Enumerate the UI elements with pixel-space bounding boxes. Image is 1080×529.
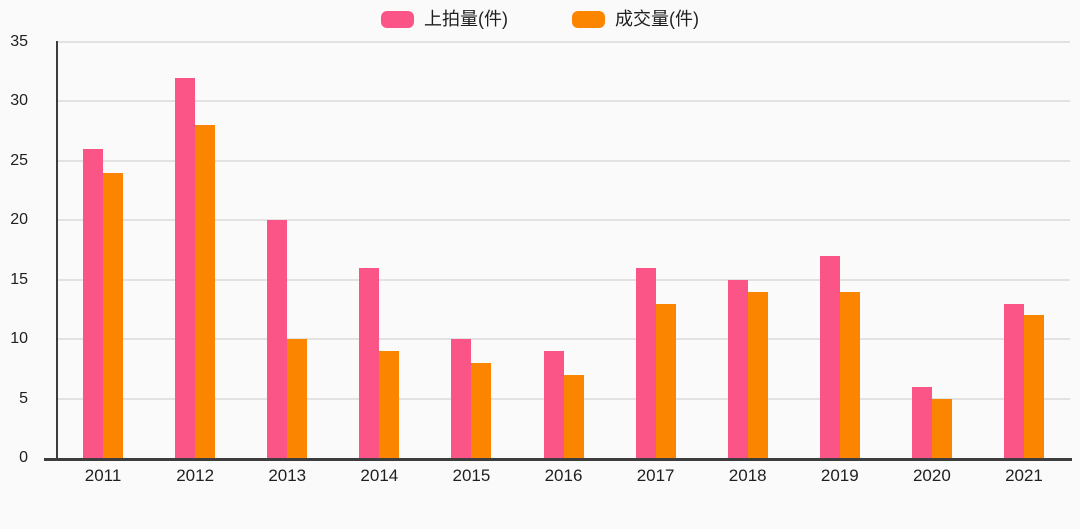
legend: 上拍量(件) 成交量(件)	[0, 8, 1080, 30]
y-tick-label-5: 5	[19, 389, 28, 407]
bar-成交量(件)-2011[interactable]	[103, 172, 124, 458]
bar-成交量(件)-2020[interactable]	[931, 398, 952, 458]
y-tick-label-30: 30	[10, 92, 28, 110]
y-tick-label-0: 0	[19, 449, 28, 466]
x-axis-line	[44, 458, 1072, 461]
y-tick-label-25: 25	[10, 151, 28, 169]
x-tick-label-2012: 2012	[176, 466, 215, 485]
bar-成交量(件)-2013[interactable]	[287, 339, 308, 458]
bar-成交量(件)-2017[interactable]	[655, 303, 676, 458]
bar-group-2014	[333, 42, 425, 458]
bar-上拍量(件)-2021[interactable]	[1003, 303, 1024, 458]
bar-group-2021	[978, 42, 1070, 458]
x-tick-label-2017: 2017	[636, 466, 675, 485]
x-tick-label-2014: 2014	[360, 466, 399, 485]
bar-成交量(件)-2016[interactable]	[563, 374, 584, 458]
bar-上拍量(件)-2017[interactable]	[635, 267, 656, 458]
y-axis-line	[56, 41, 58, 458]
bar-上拍量(件)-2020[interactable]	[911, 386, 932, 458]
gridline-15	[57, 278, 1070, 281]
x-tick-label-2015: 2015	[452, 466, 491, 485]
bar-group-2017	[610, 42, 702, 458]
bar-上拍量(件)-2014[interactable]	[359, 267, 380, 458]
bar-上拍量(件)-2012[interactable]	[175, 77, 196, 458]
bar-group-2013	[241, 42, 333, 458]
x-tick-label-2018: 2018	[728, 466, 767, 485]
bar-group-2020	[886, 42, 978, 458]
gridline-35	[57, 41, 1070, 43]
bar-series	[57, 42, 1070, 458]
bar-成交量(件)-2019[interactable]	[839, 291, 860, 458]
y-tick-label-15: 15	[10, 270, 28, 288]
bar-上拍量(件)-2013[interactable]	[267, 220, 288, 458]
legend-swatch-orange	[572, 10, 605, 28]
legend-item-shangpai[interactable]: 上拍量(件)	[381, 8, 508, 30]
x-tick-label-2011: 2011	[84, 466, 122, 485]
bar-group-2016	[517, 42, 609, 458]
x-tick-label-2021: 2021	[1005, 466, 1043, 485]
y-tick-label-10: 10	[10, 330, 28, 348]
bar-group-2019	[794, 42, 886, 458]
y-tick-label-20: 20	[10, 211, 28, 229]
x-tick-label-2020: 2020	[912, 466, 951, 485]
bar-group-2015	[425, 42, 517, 458]
gridline-10	[57, 338, 1070, 341]
legend-swatch-pink	[381, 10, 414, 28]
bar-成交量(件)-2012[interactable]	[195, 125, 216, 458]
bar-group-2012	[149, 42, 241, 458]
bar-上拍量(件)-2016[interactable]	[543, 351, 564, 458]
legend-item-chengjiao[interactable]: 成交量(件)	[572, 8, 699, 30]
bar-成交量(件)-2021[interactable]	[1023, 315, 1044, 458]
bar-成交量(件)-2015[interactable]	[471, 362, 492, 458]
x-tick-label-2016: 2016	[544, 466, 583, 485]
x-tick-label-2019: 2019	[820, 466, 859, 485]
plot-area	[44, 41, 1072, 461]
bar-成交量(件)-2018[interactable]	[747, 291, 768, 458]
y-tick-label-35: 35	[10, 33, 28, 50]
bar-上拍量(件)-2011[interactable]	[83, 148, 104, 458]
bar-上拍量(件)-2018[interactable]	[727, 279, 748, 458]
legend-label-shangpai: 上拍量(件)	[424, 9, 508, 29]
bar-上拍量(件)-2019[interactable]	[819, 255, 840, 458]
bar-成交量(件)-2014[interactable]	[379, 351, 400, 458]
bar-group-2018	[702, 42, 794, 458]
gridline-30	[57, 100, 1070, 103]
legend-label-chengjiao: 成交量(件)	[615, 9, 699, 29]
gridline-20	[57, 219, 1070, 222]
bar-group-2011	[57, 42, 149, 458]
x-axis-tick-labels: 2011 2012 2013 2014 2015 2016 2017 2018 2019 2020…	[57, 466, 1070, 486]
bar-上拍量(件)-2015[interactable]	[451, 339, 472, 458]
gridline-25	[57, 159, 1070, 162]
x-tick-label-2013: 2013	[268, 466, 307, 485]
